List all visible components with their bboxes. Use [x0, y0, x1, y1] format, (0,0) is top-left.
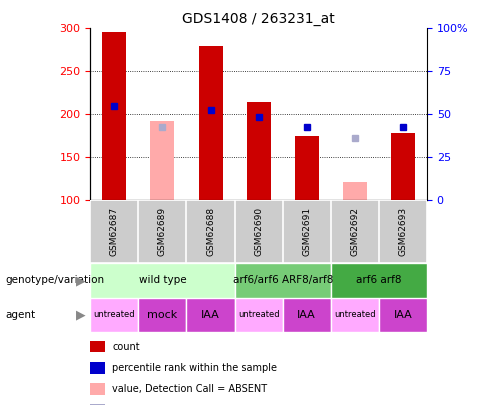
- Bar: [283, 298, 331, 332]
- Title: GDS1408 / 263231_at: GDS1408 / 263231_at: [182, 12, 335, 26]
- Text: GSM62688: GSM62688: [206, 207, 215, 256]
- Text: wild type: wild type: [139, 275, 186, 286]
- Text: IAA: IAA: [394, 310, 412, 320]
- Text: GSM62687: GSM62687: [110, 207, 119, 256]
- Text: untreated: untreated: [94, 310, 135, 320]
- Text: GSM62693: GSM62693: [398, 207, 407, 256]
- Bar: [391, 133, 415, 200]
- Bar: [235, 263, 331, 298]
- Text: percentile rank within the sample: percentile rank within the sample: [112, 363, 277, 373]
- Bar: [235, 298, 283, 332]
- Text: GSM62691: GSM62691: [302, 207, 311, 256]
- Bar: [139, 298, 186, 332]
- Bar: [150, 121, 175, 200]
- Text: untreated: untreated: [334, 310, 376, 320]
- Text: GSM62689: GSM62689: [158, 207, 167, 256]
- Bar: [331, 263, 427, 298]
- Bar: [90, 263, 235, 298]
- Text: mock: mock: [147, 310, 178, 320]
- Text: ▶: ▶: [76, 308, 85, 322]
- Text: arf6 arf8: arf6 arf8: [356, 275, 402, 286]
- Text: GSM62690: GSM62690: [254, 207, 263, 256]
- Text: genotype/variation: genotype/variation: [5, 275, 104, 286]
- Text: agent: agent: [5, 310, 35, 320]
- Text: arf6/arf6 ARF8/arf8: arf6/arf6 ARF8/arf8: [232, 275, 333, 286]
- Bar: [90, 298, 139, 332]
- Bar: [246, 102, 271, 200]
- Text: value, Detection Call = ABSENT: value, Detection Call = ABSENT: [112, 384, 267, 394]
- Bar: [199, 46, 223, 200]
- Bar: [102, 32, 126, 200]
- Text: IAA: IAA: [297, 310, 316, 320]
- Bar: [186, 298, 235, 332]
- Text: untreated: untreated: [238, 310, 280, 320]
- Text: count: count: [112, 342, 140, 352]
- Text: GSM62692: GSM62692: [350, 207, 359, 256]
- Bar: [295, 136, 319, 200]
- Bar: [379, 298, 427, 332]
- Text: IAA: IAA: [201, 310, 220, 320]
- Bar: [331, 298, 379, 332]
- Text: ▶: ▶: [76, 274, 85, 287]
- Bar: [343, 181, 367, 200]
